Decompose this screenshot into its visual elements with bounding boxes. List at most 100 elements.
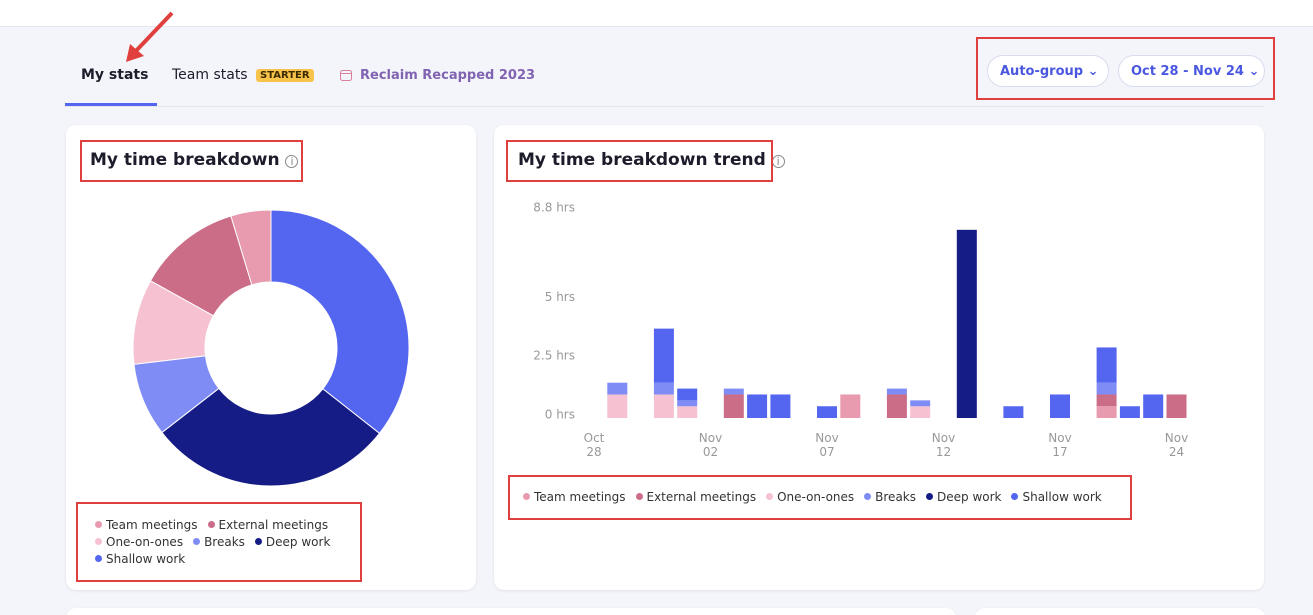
legend-item: Deep work xyxy=(254,533,331,550)
x-tick-label: Nov 17 xyxy=(1048,431,1072,459)
legend-item: Team meetings xyxy=(95,516,198,533)
badge: STARTER xyxy=(256,69,314,82)
legend-swatch xyxy=(1011,493,1019,500)
title-text: My time breakdown xyxy=(90,150,280,170)
bar-segment xyxy=(1166,394,1187,418)
legend-label: Deep work xyxy=(937,489,1002,504)
grouping-select[interactable]: Auto-group ⌄ xyxy=(987,55,1109,87)
bar-segment xyxy=(956,229,977,418)
x-tick-label: Nov 07 xyxy=(815,431,839,459)
card-title: My time breakdown i xyxy=(90,150,299,170)
legend-item: Shallow work xyxy=(95,550,185,567)
bar-segment xyxy=(1096,394,1117,407)
legend-item: External meetings xyxy=(207,516,329,533)
x-tick-label: Nov 02 xyxy=(698,431,723,459)
y-tick-label: 2.5 hrs xyxy=(533,349,575,363)
legend-item: Shallow work xyxy=(1011,488,1102,505)
top-bar xyxy=(0,0,1313,27)
bottom-card xyxy=(975,608,1265,615)
bar-segment xyxy=(607,382,628,395)
legend-label: Team meetings xyxy=(106,517,198,532)
legend-label: Team meetings xyxy=(534,489,626,504)
bar-segment xyxy=(910,400,931,407)
legend-label: External meetings xyxy=(646,489,757,504)
legend-swatch xyxy=(864,493,872,500)
bar-segment xyxy=(886,388,907,395)
legend-swatch xyxy=(95,521,102,528)
legend-label: Deep work xyxy=(265,534,331,549)
calendar-icon xyxy=(340,70,352,81)
legend-label: Breaks xyxy=(204,534,245,549)
legend-label: External meetings xyxy=(218,517,329,532)
legend-item: One-on-ones xyxy=(95,533,183,550)
bar-segment xyxy=(886,394,907,418)
bar-segment xyxy=(1096,406,1117,418)
bar-segment xyxy=(1096,347,1117,383)
trend-card xyxy=(494,125,1264,590)
legend-swatch xyxy=(635,493,643,500)
bar-segment xyxy=(607,394,628,418)
bar-segment xyxy=(677,388,698,401)
bar-segment xyxy=(653,328,674,383)
annotation-box xyxy=(976,37,1275,100)
legend-label: One-on-ones xyxy=(777,489,855,504)
tab-strip xyxy=(65,0,1265,107)
tab-my-stats[interactable]: My stats xyxy=(81,67,149,83)
legend-swatch xyxy=(207,521,215,528)
date-range-select[interactable]: Oct 28 - Nov 24 ⌄ xyxy=(1118,55,1265,87)
legend-item: Breaks xyxy=(193,533,245,550)
tab-underline xyxy=(65,103,157,106)
legend-label: One-on-ones xyxy=(106,534,184,549)
legend-label: Breaks xyxy=(875,489,916,504)
legend-swatch xyxy=(926,493,933,500)
tab-team-stats[interactable]: Team stats xyxy=(172,67,248,83)
bottom-card xyxy=(66,608,956,615)
legend-item: Deep work xyxy=(926,488,1001,505)
bar-segment xyxy=(770,394,791,418)
bar-segment xyxy=(1096,382,1117,395)
pie-slice xyxy=(270,209,410,434)
annotation-box xyxy=(508,475,1132,520)
pie-slice xyxy=(161,387,381,487)
legend-swatch xyxy=(95,538,102,545)
bar-segment xyxy=(723,394,744,418)
annotation-arrow xyxy=(126,11,174,62)
bar-segment xyxy=(1143,394,1164,418)
legend-swatch xyxy=(254,538,262,545)
legend-swatch xyxy=(95,555,102,562)
bar-segment xyxy=(1003,406,1024,418)
y-tick-label: 0 hrs xyxy=(545,408,575,422)
legend-item: Breaks xyxy=(864,488,916,505)
bar-segment xyxy=(840,394,861,418)
legend-label: Shallow work xyxy=(1022,489,1102,504)
legend: Team meetings External meetings One-on-one… xyxy=(523,488,1133,505)
grouping-label: Auto-group xyxy=(1000,64,1084,79)
legend-item: One-on-ones xyxy=(766,488,854,505)
legend-swatch xyxy=(193,538,201,545)
legend-label: Shallow work xyxy=(106,551,186,566)
bar-segment xyxy=(677,400,698,407)
date-range-label: Oct 28 - Nov 24 xyxy=(1131,64,1244,79)
bar-segment xyxy=(677,406,698,418)
legend-swatch xyxy=(766,493,774,500)
bar-segment xyxy=(723,388,744,395)
x-tick-label: Oct 28 xyxy=(583,431,605,459)
bar-segment xyxy=(1050,394,1070,418)
y-tick-label: 8.8 hrs xyxy=(533,201,575,215)
x-tick-label: Nov 24 xyxy=(1164,431,1189,459)
bar-segment xyxy=(910,406,931,418)
bar-segment xyxy=(653,382,674,395)
bar-segment xyxy=(1119,406,1140,418)
annotation-box xyxy=(506,140,773,182)
legend: Team meetings External meetings One-on-one… xyxy=(95,516,355,567)
title-text: My time breakdown trend xyxy=(518,150,766,170)
bar-segment xyxy=(817,406,837,418)
x-tick-label: Nov 12 xyxy=(931,431,956,459)
bar-segment xyxy=(653,394,674,418)
y-tick-label: 5 hrs xyxy=(545,290,575,304)
annotation-box xyxy=(76,502,362,582)
legend-item: Team meetings xyxy=(523,488,626,505)
tab-recap[interactable]: Reclaim Recapped 2023 xyxy=(360,68,536,83)
